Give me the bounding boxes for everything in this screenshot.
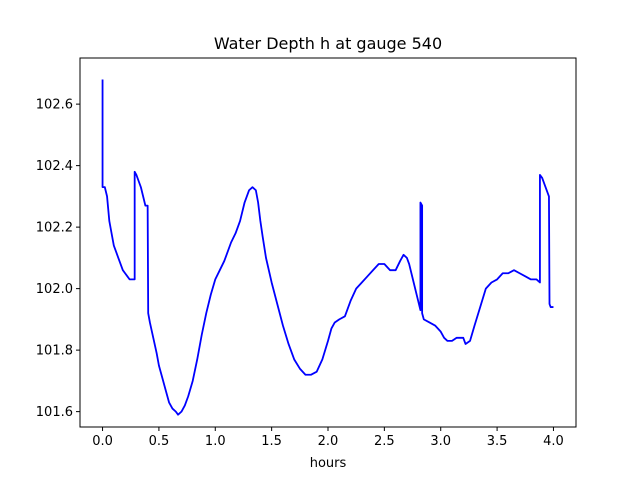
x-tick-label: 3.5 (487, 434, 508, 449)
x-tick-label: 0.5 (149, 434, 170, 449)
series-line-0 (101, 79, 554, 416)
x-tick-label: 4.0 (543, 434, 564, 449)
x-axis-label: hours (310, 456, 347, 471)
y-tick-label: 102.2 (36, 221, 73, 236)
plot-frame (79, 57, 577, 428)
y-tick-label: 102.4 (36, 159, 73, 174)
y-tick-label: 101.6 (36, 405, 73, 420)
axes: 0.0 0.5 1.0 1.5 2.0 2.5 3.0 3.5 4.0 101.6 101.8 102… (36, 57, 577, 449)
x-tick-label: 2.0 (318, 434, 339, 449)
x-tick-label: 3.0 (430, 434, 451, 449)
x-tick-label: 0.0 (92, 434, 113, 449)
x-tick-label: 1.0 (205, 434, 226, 449)
y-tick-label: 102.0 (36, 282, 73, 297)
plot-area (101, 79, 554, 416)
x-tick-label: 2.5 (374, 434, 395, 449)
y-tick-label: 101.8 (36, 344, 73, 359)
x-tick-label: 1.5 (261, 434, 282, 449)
y-tick-label: 102.6 (36, 98, 73, 113)
chart-title: Water Depth h at gauge 540 (214, 34, 442, 53)
